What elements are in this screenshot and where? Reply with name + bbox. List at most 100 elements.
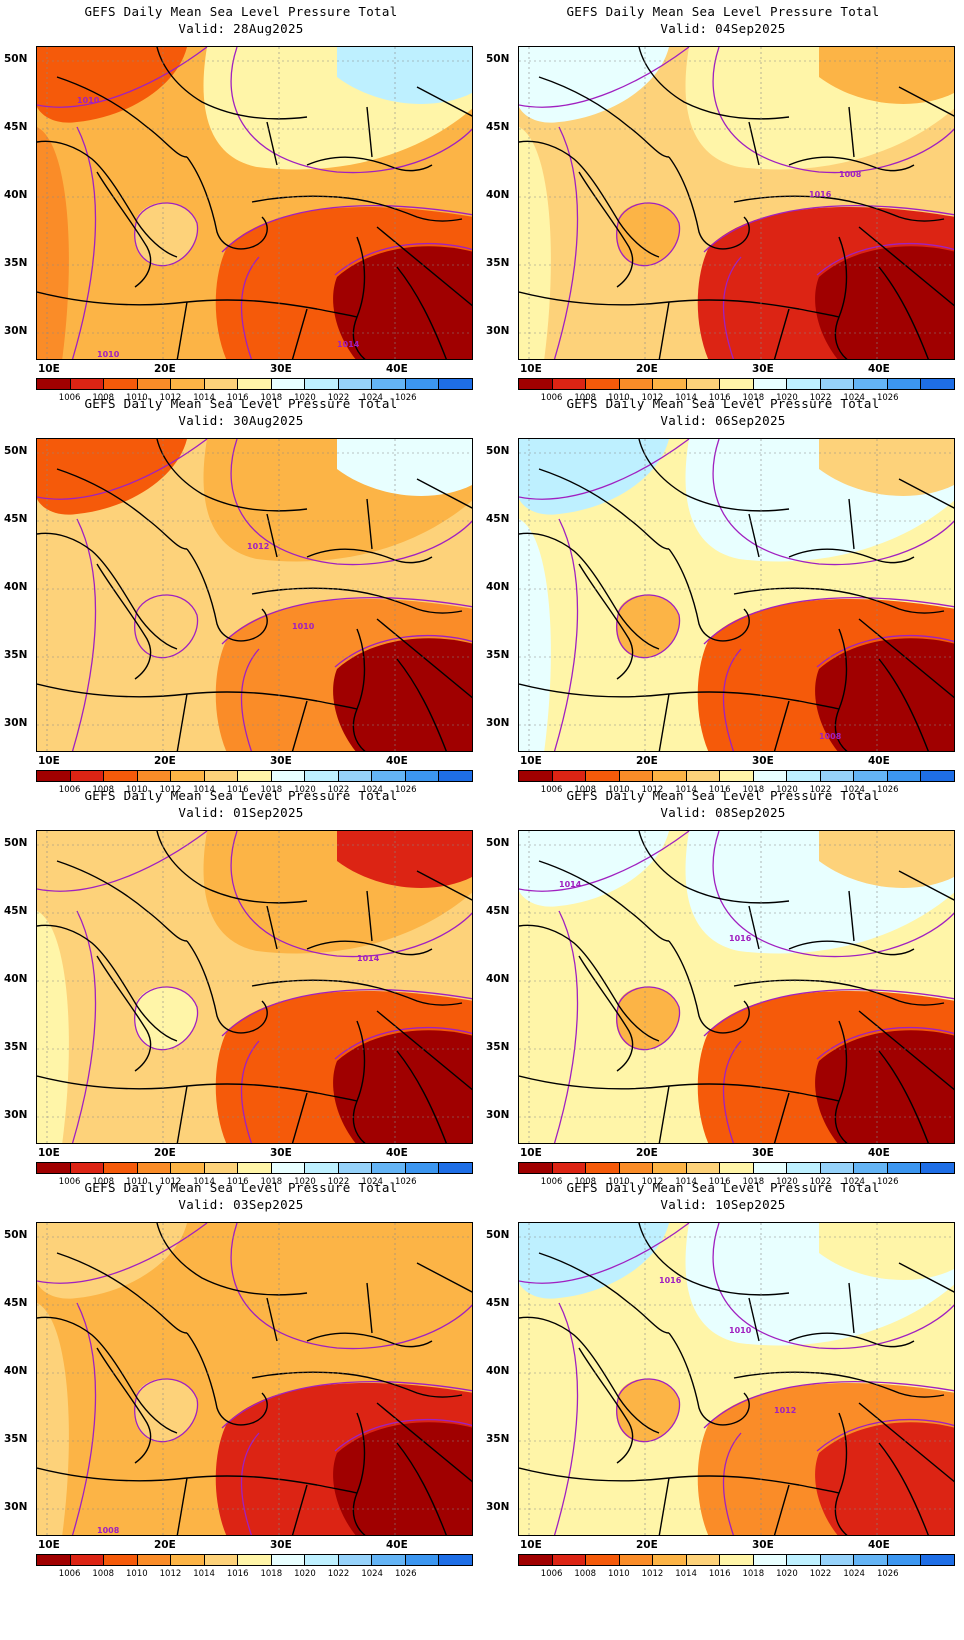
isobar-label: 1014 [337, 340, 360, 349]
coastline-border [898, 86, 954, 117]
field-region-se [815, 1422, 954, 1535]
colorbar-swatch [271, 379, 306, 389]
longitude-label: 20E [636, 1539, 658, 1551]
colorbar-swatch [37, 379, 71, 389]
colorbar-swatch [820, 1163, 855, 1173]
coastline-border [176, 693, 188, 751]
pressure-map: 1008 [36, 1222, 473, 1536]
colorbar-swatch [787, 771, 821, 781]
coastline-border [352, 236, 366, 359]
colorbar-label: 1010 [126, 1569, 148, 1579]
colorbar-swatch [271, 771, 306, 781]
coastline-border [668, 156, 750, 250]
colorbar-label: 1020 [294, 1569, 316, 1579]
map-panel: GEFS Daily Mean Sea Level Pressure Total… [482, 0, 964, 410]
colorbar-label: 1018 [742, 785, 765, 795]
coastline-border [848, 1282, 855, 1334]
latitude-label: 50N [4, 445, 28, 457]
colorbar [36, 1554, 473, 1566]
colorbar-swatch [439, 379, 472, 389]
colorbar-swatch [686, 771, 721, 781]
colorbar-swatch [238, 1163, 272, 1173]
colorbar-label: 1014 [193, 393, 215, 403]
map-panel: GEFS Daily Mean Sea Level Pressure Total… [0, 1176, 482, 1586]
colorbar-swatch [720, 1555, 754, 1565]
isobar-line [240, 648, 260, 751]
coastline-border [848, 890, 855, 942]
coastline-border [519, 291, 840, 318]
isobar-line [334, 242, 472, 276]
panel-title: GEFS Daily Mean Sea Level Pressure Total [566, 4, 880, 19]
latitude-label: 45N [486, 121, 510, 133]
coastline-border [416, 86, 472, 117]
coastline-border [176, 1085, 188, 1143]
panel-valid-date: Valid: 03Sep2025 [178, 1197, 304, 1212]
field-region-nw [37, 1223, 187, 1299]
colorbar-swatch [171, 1163, 205, 1173]
colorbar-swatch [137, 1163, 172, 1173]
coastline-border [306, 940, 433, 956]
coastline-border [306, 156, 433, 172]
isobar-line [519, 831, 690, 892]
colorbar-label: 1020 [294, 1177, 316, 1187]
colorbar-label: 1020 [776, 1177, 798, 1187]
isobar-label: 1016 [659, 1276, 682, 1285]
colorbar-label: 1006 [540, 393, 563, 403]
colorbar-label: 1022 [327, 785, 350, 795]
coastline-border [788, 1332, 915, 1348]
isobar-line [134, 202, 199, 267]
colorbar-label: 1026 [876, 1569, 899, 1579]
colorbar-swatch [720, 1163, 754, 1173]
colorbar-label: 1016 [708, 393, 731, 403]
colorbar-swatch [439, 1163, 472, 1173]
isobar-line [703, 205, 954, 253]
colorbar-swatch [37, 771, 71, 781]
isobar-label: 1010 [97, 350, 120, 359]
colorbar [36, 1162, 473, 1174]
isobar-line [221, 597, 472, 645]
longitude-label: 20E [636, 1147, 658, 1159]
panel-title: GEFS Daily Mean Sea Level Pressure Total [84, 396, 398, 411]
coastline-border [176, 301, 188, 359]
colorbar-swatch [653, 1163, 687, 1173]
longitude-label: 40E [386, 363, 408, 375]
field-region-mid [134, 202, 198, 267]
longitude-label: 10E [520, 363, 542, 375]
coastline-border [376, 1402, 472, 1483]
colorbar-label: 1016 [708, 1569, 731, 1579]
coastline-border [376, 1010, 472, 1091]
pressure-map: 1010 1014 1010 [36, 46, 473, 360]
isobar-line [703, 1381, 954, 1429]
longitude-label: 30E [270, 1539, 292, 1551]
coastline-border [56, 468, 188, 550]
isobar-label: 1014 [559, 880, 582, 889]
coastline-border [578, 171, 634, 288]
isobar-line [240, 256, 260, 359]
coastline-border [156, 1223, 308, 1296]
coastline-border [733, 1371, 945, 1398]
colorbar-swatch [204, 1555, 239, 1565]
coastline-border [376, 226, 472, 307]
colorbar-label: 1024 [843, 1177, 865, 1187]
colorbar-label: 1014 [193, 1569, 215, 1579]
colorbar-swatch [405, 1163, 440, 1173]
coastline-border [366, 498, 373, 550]
coastline-border [251, 587, 463, 614]
colorbar-label: 1020 [294, 393, 316, 403]
colorbar-swatch [204, 379, 239, 389]
colorbar-swatch [519, 771, 553, 781]
colorbar-swatch [372, 1555, 406, 1565]
isobar-line [712, 47, 954, 174]
panel-title: GEFS Daily Mean Sea Level Pressure Total [84, 4, 398, 19]
isobar-line [230, 1223, 472, 1350]
colorbar-label: 1022 [327, 1569, 350, 1579]
coastline-border [251, 1371, 463, 1398]
isobar-line [230, 439, 472, 566]
field-region-nw [519, 831, 669, 907]
colorbar-label: 1008 [574, 1177, 597, 1187]
isobar-line [553, 126, 579, 359]
colorbar-label: 1016 [226, 393, 249, 403]
field-region-mid [134, 986, 198, 1051]
isobar-line [221, 989, 472, 1037]
colorbar-swatch [753, 1163, 788, 1173]
